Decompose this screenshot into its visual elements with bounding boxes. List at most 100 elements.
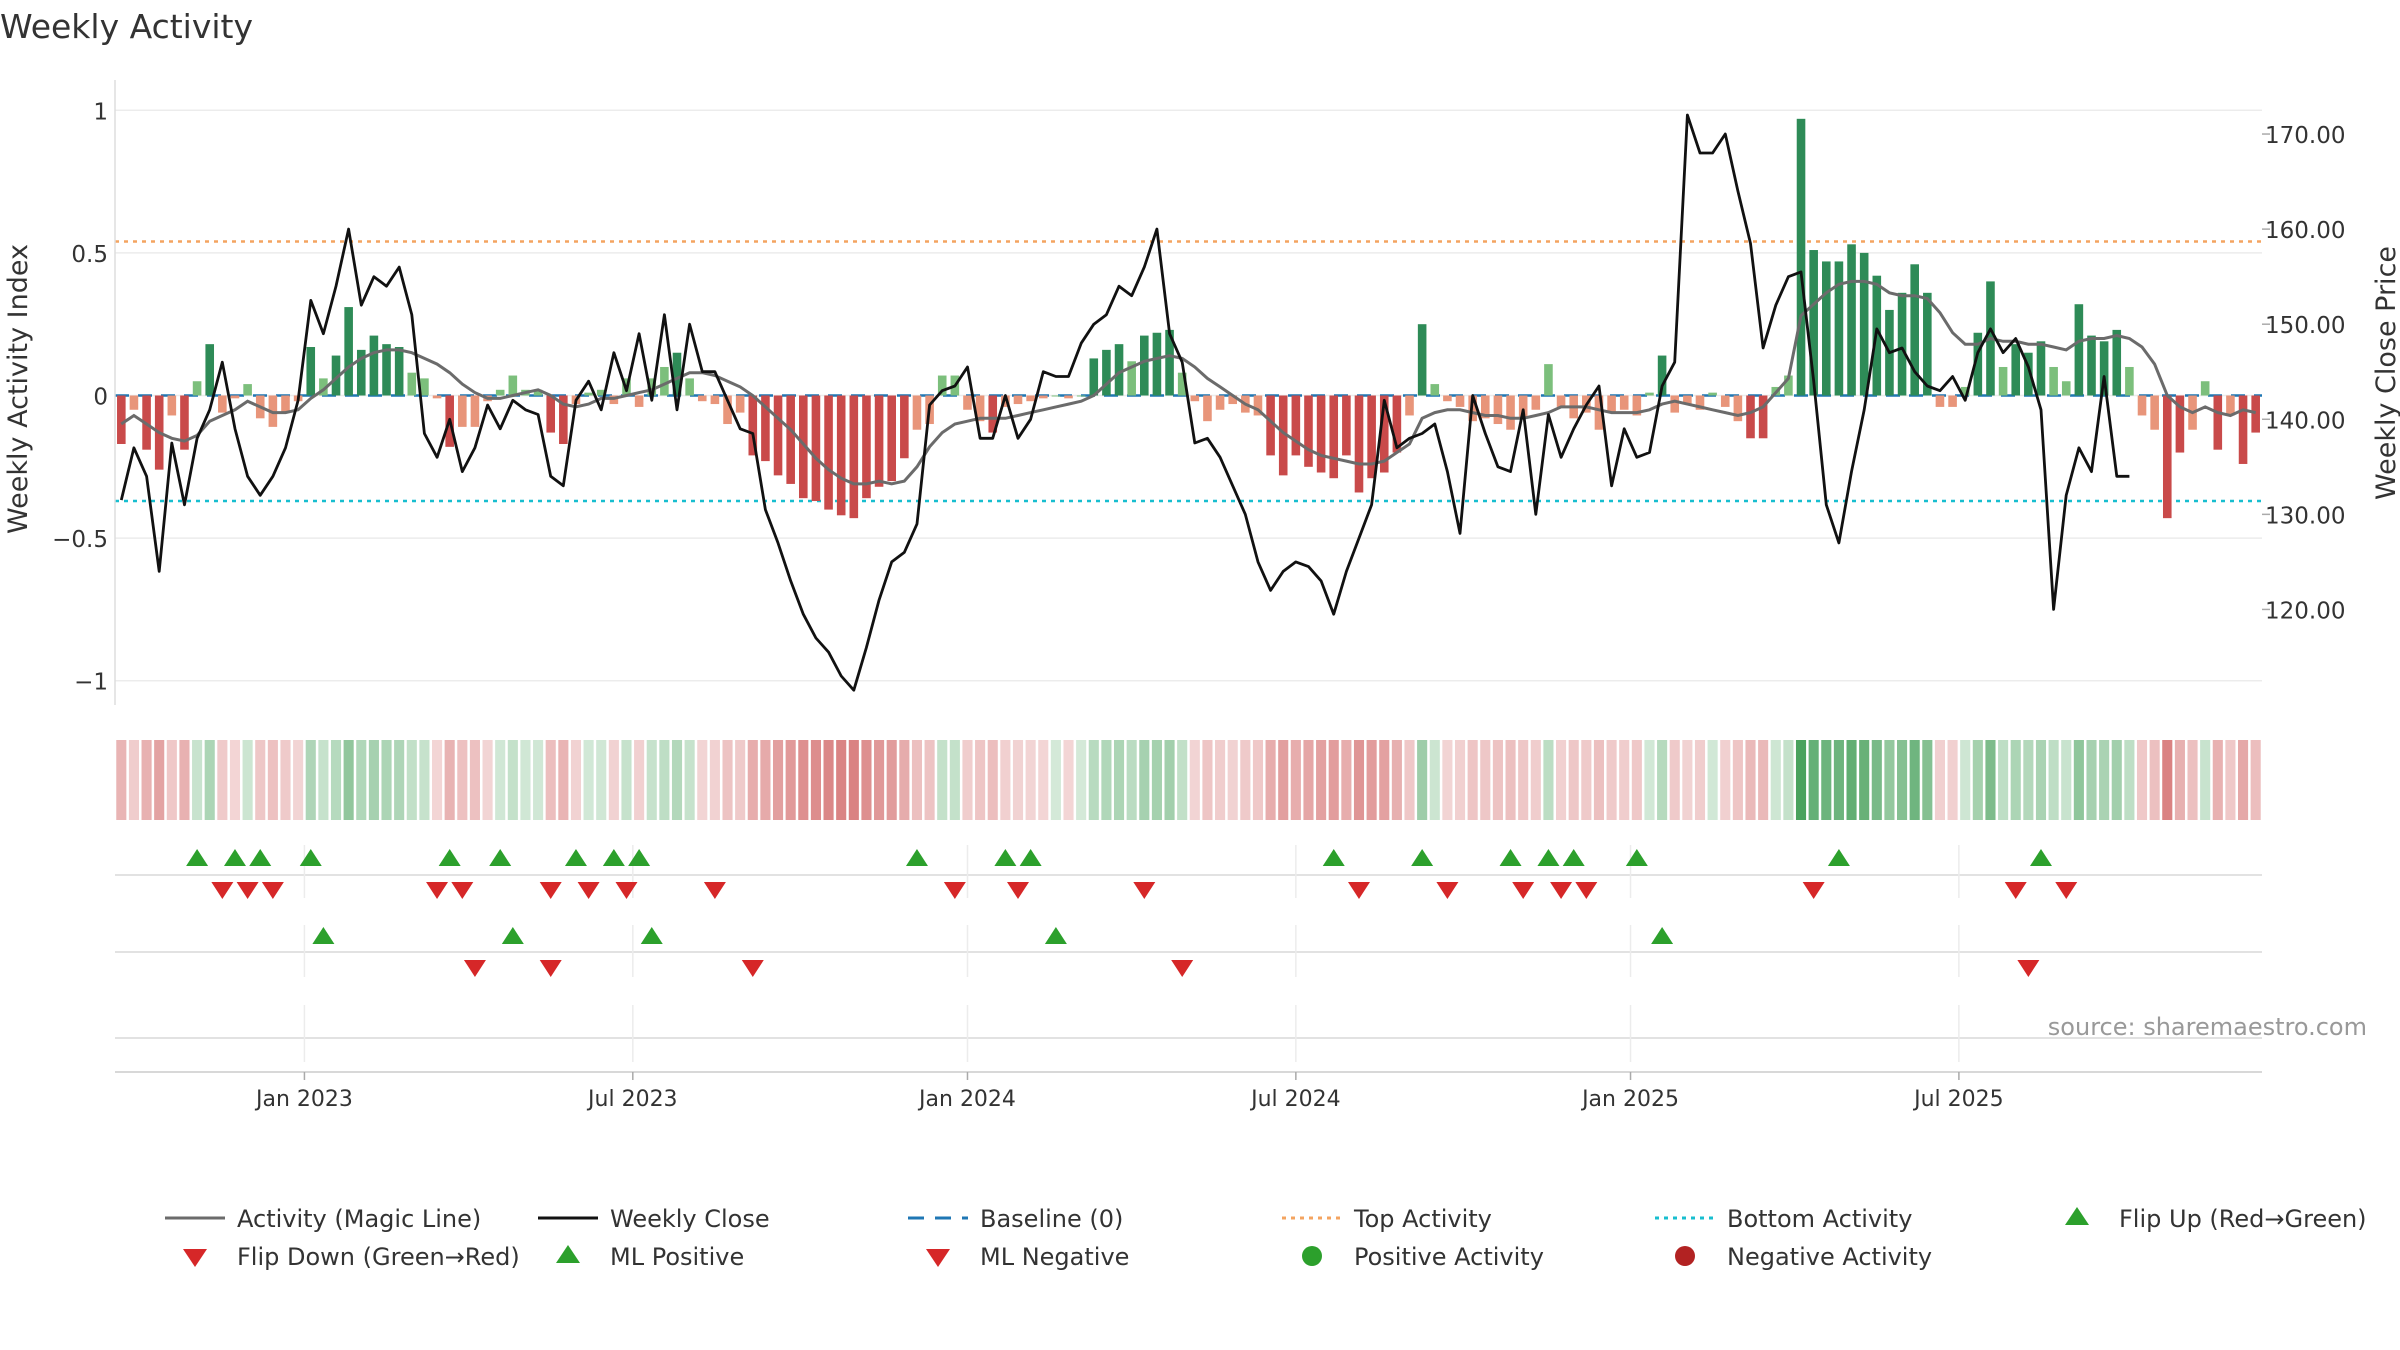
heatmap-cell	[2073, 740, 2084, 820]
flip-up-marker	[905, 849, 928, 866]
activity-bar	[508, 375, 518, 396]
heatmap-cell	[1732, 740, 1743, 820]
chart-title: Weekly Activity	[0, 7, 253, 46]
heatmap-cell	[874, 740, 885, 820]
heatmap-cell	[987, 740, 998, 820]
ml-negative-marker	[2017, 960, 2040, 977]
heatmap-cell	[1934, 740, 1946, 820]
heatmap-cell	[1909, 740, 1920, 820]
heatmap-cell	[229, 740, 241, 820]
legend-label: Baseline (0)	[980, 1205, 1123, 1233]
x-tick-label: Jan 2025	[1580, 1087, 1679, 1112]
heatmap-cell	[709, 740, 720, 820]
activity-bar	[546, 395, 556, 433]
heatmap-cell	[128, 740, 139, 820]
activity-bar	[420, 378, 429, 396]
heatmap-cell	[2174, 740, 2185, 820]
activity-bar	[1392, 395, 1402, 453]
heatmap-cell	[1694, 740, 1706, 820]
activity-bar	[2162, 395, 2172, 519]
heatmap-cell	[1859, 740, 1870, 820]
heatmap-cell	[596, 740, 607, 820]
activity-bar	[192, 381, 202, 396]
heatmap-cell	[1884, 740, 1895, 820]
heatmap-cell	[1113, 740, 1125, 820]
legend-label: Flip Up (Red→Green)	[2119, 1205, 2367, 1233]
activity-bar	[672, 352, 682, 396]
heatmap-cell	[1972, 740, 1983, 820]
legend-triangle-up-icon	[2065, 1207, 2089, 1225]
activity-bar	[773, 395, 783, 476]
activity-bar	[647, 378, 657, 396]
heatmap-cell	[1417, 740, 1428, 820]
heatmap-cell	[419, 740, 430, 820]
heatmap-cell	[2111, 740, 2122, 820]
heatmap-cell	[1341, 740, 1352, 820]
activity-bar	[1821, 261, 1831, 396]
ml-positive-marker	[1044, 927, 1067, 944]
heatmap-cell	[1442, 740, 1453, 820]
x-tick-label: Jan 2024	[917, 1087, 1016, 1112]
activity-bar	[1190, 395, 1200, 402]
legend-circle-icon	[1675, 1246, 1695, 1266]
heatmap-cell	[1960, 740, 1971, 820]
heatmap-cell	[1922, 740, 1933, 820]
activity-bar	[1506, 395, 1515, 430]
heatmap-cell	[583, 740, 594, 820]
heatmap-cell	[343, 740, 354, 820]
activity-bar	[1089, 358, 1099, 396]
heatmap-cell	[760, 740, 771, 820]
activity-bar	[1834, 261, 1844, 396]
heatmap-cell	[154, 740, 165, 820]
flip-down-marker	[577, 882, 600, 899]
activity-bar	[2036, 341, 2046, 396]
heatmap-cell	[747, 740, 758, 820]
flip-down-marker	[1512, 882, 1535, 899]
heatmap-cell	[1012, 740, 1024, 820]
heatmap-cell	[608, 740, 619, 820]
flip-up-marker	[1537, 849, 1560, 866]
x-tick-label: Jul 2023	[586, 1087, 678, 1112]
activity-bar	[1291, 395, 1301, 456]
activity-bar	[1935, 395, 1945, 407]
heatmap-cell	[444, 740, 455, 820]
flip-up-marker	[223, 849, 246, 866]
activity-bar	[937, 375, 947, 396]
heatmap-cell	[1202, 740, 1213, 820]
activity-bar	[1948, 395, 1957, 407]
activity-bar	[1127, 361, 1136, 396]
heatmap-cell	[1429, 740, 1440, 820]
activity-bar	[1708, 392, 1717, 396]
legend-triangle-up-icon	[556, 1245, 580, 1263]
heatmap-cell	[886, 740, 897, 820]
activity-bar	[129, 395, 139, 410]
heatmap-cell	[1593, 740, 1605, 820]
activity-bar	[407, 372, 417, 396]
right-tick-label: 170.00	[2265, 123, 2345, 149]
heatmap-cell	[204, 740, 215, 820]
price-and-magic-lines	[119, 113, 2257, 692]
activity-bar	[1544, 364, 1553, 396]
activity-bar	[432, 395, 442, 399]
heatmap-cell	[1290, 740, 1301, 820]
heatmap-cell	[179, 740, 190, 820]
heatmap-cell	[1391, 740, 1402, 820]
heatmap-cell	[1657, 740, 1668, 820]
heatmap-cell	[2086, 740, 2097, 820]
activity-bar	[1102, 349, 1111, 396]
activity-bar	[874, 395, 884, 487]
activity-bar	[306, 347, 316, 396]
heatmap-cell	[1151, 740, 1162, 820]
activity-bar	[1405, 395, 1414, 416]
ml-positive-marker	[312, 927, 335, 944]
heatmap-cell	[1947, 740, 1958, 820]
heatmap-cell	[962, 740, 973, 820]
legend-label: ML Positive	[610, 1243, 744, 1271]
activity-bar	[2125, 366, 2134, 396]
flip-down-marker	[615, 882, 638, 899]
heatmap-cell	[1139, 740, 1150, 820]
heatmap-cell	[1316, 740, 1327, 820]
flip-down-marker	[1550, 882, 1573, 899]
activity-bar	[1140, 335, 1149, 396]
activity-bar	[319, 378, 328, 396]
